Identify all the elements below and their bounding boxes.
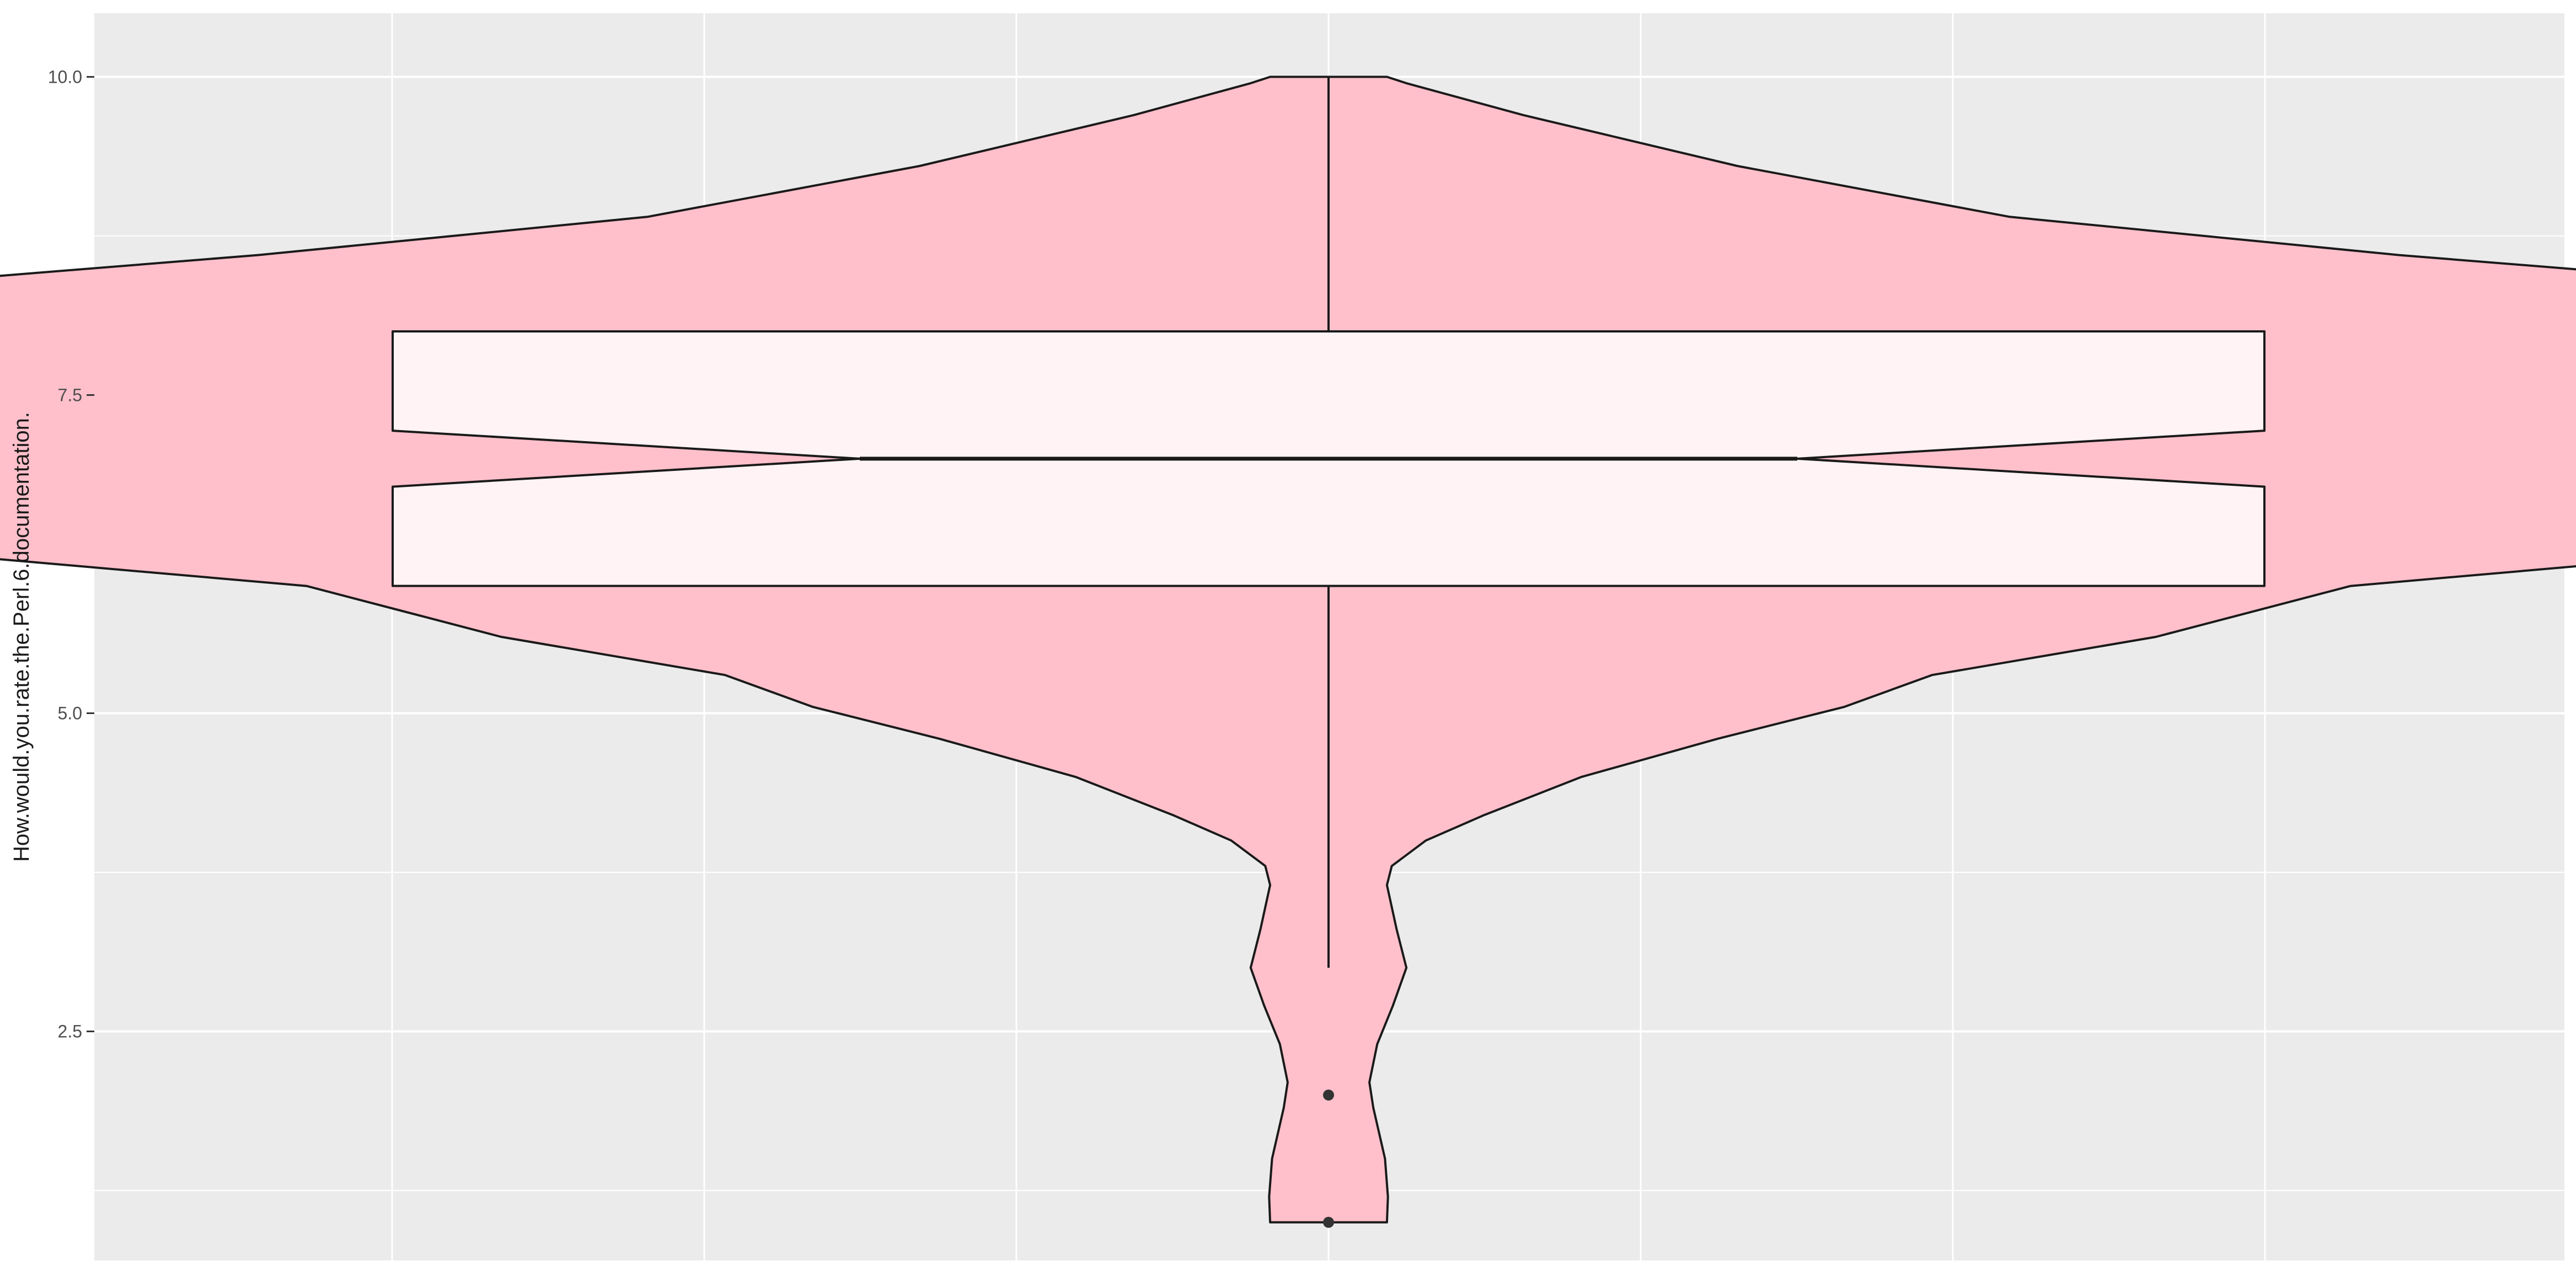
y-axis-title: How.would.you.rate.the.Perl.6.documentat… xyxy=(9,412,34,862)
outlier-point xyxy=(1323,1216,1334,1228)
y-tick-label: 7.5 xyxy=(58,385,82,405)
y-tick-label: 2.5 xyxy=(58,1022,82,1042)
boxplot-layer xyxy=(392,77,2266,1228)
y-axis: 2.5 5.0 7.5 10.0 xyxy=(48,67,94,1042)
y-tick-label: 5.0 xyxy=(58,703,82,723)
outlier-point xyxy=(1323,1089,1334,1101)
y-tick-label: 10.0 xyxy=(48,67,82,87)
